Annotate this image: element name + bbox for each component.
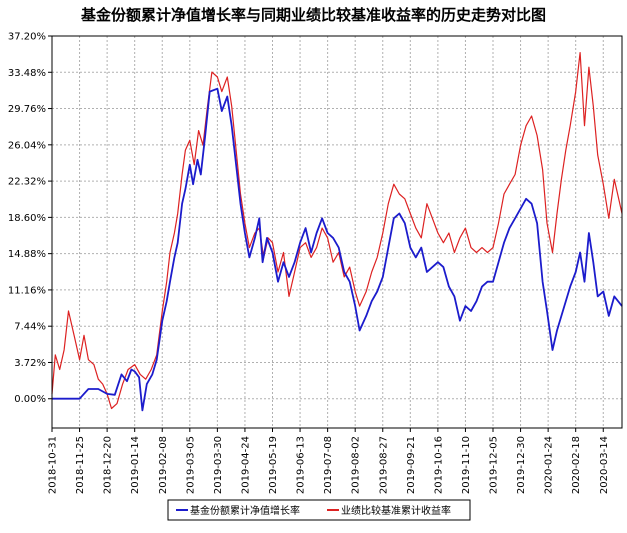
plot-frame bbox=[51, 35, 623, 429]
legend-box bbox=[167, 499, 471, 521]
y-axis-ticks: 37.20% 33.48% 29.76% 26.04% 22.32% 18.60% 14.8… bbox=[8, 32, 52, 405]
x-tick-label: 2019-06-13 bbox=[296, 436, 307, 494]
x-tick-label: 2019-03-05 bbox=[185, 436, 196, 494]
x-tick-label: 2019-04-24 bbox=[240, 436, 251, 494]
y-tick-label: 22.32% bbox=[8, 177, 46, 188]
x-tick-label: 2019-12-30 bbox=[516, 436, 527, 494]
y-tick-label: 0.00% bbox=[14, 394, 46, 405]
y-tick-label: 33.48% bbox=[8, 68, 46, 79]
x-tick-label: 2020-03-14 bbox=[599, 436, 610, 494]
x-tick-label: 2020-01-24 bbox=[544, 436, 555, 494]
x-tick-label: 2018-11-25 bbox=[75, 436, 86, 494]
x-tick-label: 2019-07-08 bbox=[323, 436, 334, 494]
x-tick-label: 2019-10-16 bbox=[433, 436, 444, 494]
y-tick-label: 7.44% bbox=[14, 322, 46, 333]
x-tick-label: 2019-11-10 bbox=[461, 436, 472, 494]
x-tick-label: 2018-12-20 bbox=[103, 436, 114, 494]
legend-label-series-2: 业绩比较基准累计收益率 bbox=[341, 504, 451, 517]
y-tick-label: 26.04% bbox=[8, 140, 46, 151]
x-tick-label: 2019-09-21 bbox=[406, 436, 417, 494]
y-tick-label: 14.88% bbox=[8, 249, 46, 260]
y-tick-label: 29.76% bbox=[8, 104, 46, 115]
x-axis-ticks: 2018-10-31 2018-11-25 2018-12-20 2019-01-14… bbox=[48, 428, 610, 494]
y-tick-label: 11.16% bbox=[8, 285, 46, 296]
y-tick-label: 3.72% bbox=[14, 358, 46, 369]
x-tick-label: 2019-02-08 bbox=[158, 436, 169, 494]
x-tick-label: 2019-08-02 bbox=[351, 436, 362, 494]
x-tick-label: 2018-10-31 bbox=[48, 436, 59, 494]
x-tick-label: 2019-05-19 bbox=[268, 436, 279, 494]
series-layer bbox=[51, 51, 623, 412]
x-tick-label: 2019-12-05 bbox=[489, 436, 500, 494]
y-tick-label: 37.20% bbox=[8, 32, 46, 43]
legend: 基金份额累计净值增长率 业绩比较基准累计收益率 bbox=[167, 499, 471, 521]
x-tick-label: 2019-01-14 bbox=[130, 436, 141, 494]
y-tick-label: 18.60% bbox=[8, 213, 46, 224]
series-line-2 bbox=[51, 51, 623, 410]
chart-title: 基金份额累计净值增长率与同期业绩比较基准收益率的历史走势对比图 bbox=[80, 6, 546, 24]
x-tick-label: 2019-08-27 bbox=[378, 436, 389, 494]
legend-label-series-1: 基金份额累计净值增长率 bbox=[190, 504, 300, 517]
x-tick-label: 2020-02-18 bbox=[571, 436, 582, 494]
series-line-1 bbox=[52, 87, 623, 412]
x-tick-label: 2019-03-30 bbox=[213, 436, 224, 494]
